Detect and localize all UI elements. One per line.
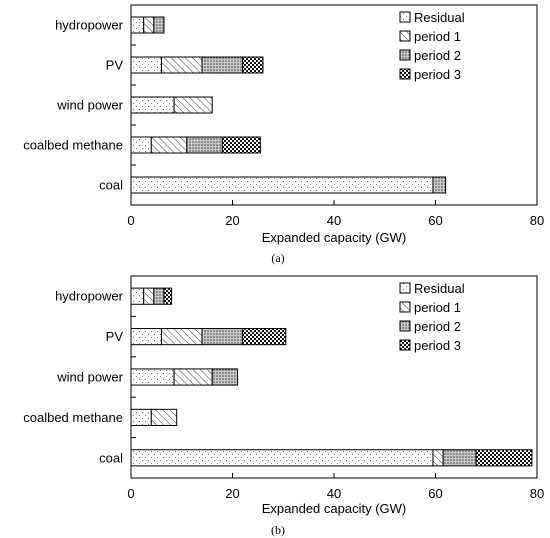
category-label: coalbed methane	[23, 138, 123, 153]
bar-segment-period-2	[201, 56, 244, 74]
x-axis-title: Expanded capacity (GW)	[262, 230, 407, 245]
bar-segment-residual	[130, 136, 152, 154]
category-label: hydropower	[55, 289, 124, 304]
panel-label: (a)	[271, 251, 284, 265]
x-tick-label: 40	[327, 213, 341, 228]
bar-segment-residual	[130, 328, 162, 346]
legend-label: period 3	[414, 67, 461, 82]
bar-segment-residual	[130, 16, 145, 34]
legend-swatch	[399, 30, 411, 42]
bar-segment-period-3	[475, 449, 533, 467]
bar-segment-residual	[130, 368, 175, 386]
bar-segment-period-1	[432, 449, 444, 467]
x-tick-label: 20	[225, 213, 239, 228]
bar-segment-period-1	[150, 136, 188, 154]
category-label: coalbed methane	[23, 410, 123, 425]
legend-label: period 1	[414, 29, 461, 44]
bar-segment-residual	[130, 176, 434, 194]
bar-segment-period-3	[163, 287, 173, 305]
category-label: coal	[99, 450, 123, 465]
legend-label: Residual	[414, 281, 465, 296]
legend-label: period 2	[414, 48, 461, 63]
bar-segment-period-2	[201, 328, 244, 346]
bar-segment-period-1	[173, 96, 213, 114]
bar-segment-period-2	[432, 176, 447, 194]
category-label: PV	[106, 58, 124, 73]
bar-segment-period-2	[153, 287, 165, 305]
bar-segment-period-2	[211, 368, 239, 386]
bar-segment-period-1	[160, 56, 203, 74]
legend-swatch	[399, 339, 411, 351]
x-tick-label: 0	[127, 486, 134, 501]
legend-swatch	[399, 282, 411, 294]
bar-segment-residual	[130, 408, 152, 426]
x-tick-label: 40	[327, 486, 341, 501]
x-axis-title: Expanded capacity (GW)	[262, 501, 407, 516]
bar-segment-period-3	[242, 328, 287, 346]
bar-segment-residual	[130, 287, 145, 305]
x-tick-label: 80	[530, 486, 544, 501]
bar-segment-residual	[130, 56, 162, 74]
x-tick-label: 80	[530, 213, 544, 228]
legend-swatch	[399, 11, 411, 23]
bar-segment-residual	[130, 96, 175, 114]
chart-panel-b: 0 20 40 60 80 hydropower PV wind power coalbed m…	[23, 275, 544, 537]
legend-label: period 1	[414, 300, 461, 315]
bar-segment-period-1	[160, 328, 203, 346]
panel-label: (b)	[271, 523, 285, 537]
bar-segment-period-3	[242, 56, 264, 74]
bar-segment-period-2	[442, 449, 477, 467]
bar-segment-period-1	[150, 408, 178, 426]
bar-segment-period-2	[153, 16, 165, 34]
legend-swatch	[399, 301, 411, 313]
chart-panel-a: 0 20 40 60 80 hydropower PV wind power coalbed m…	[23, 4, 544, 265]
x-tick-label: 60	[428, 213, 442, 228]
bar-segment-period-2	[186, 136, 223, 154]
category-label: coal	[99, 178, 123, 193]
bar-segment-period-1	[173, 368, 213, 386]
legend-label: period 2	[414, 319, 461, 334]
bar-segment-period-1	[143, 287, 155, 305]
x-tick-label: 20	[225, 486, 239, 501]
legend-swatch	[399, 320, 411, 332]
bar-segment-period-1	[143, 16, 155, 34]
legend-swatch	[399, 68, 411, 80]
legend-swatch	[399, 49, 411, 61]
x-tick-label: 60	[428, 486, 442, 501]
bar-segment-residual	[130, 449, 434, 467]
bar-segment-period-3	[221, 136, 261, 154]
category-label: PV	[106, 329, 124, 344]
legend-label: Residual	[414, 10, 465, 25]
category-label: hydropower	[55, 18, 124, 33]
x-tick-label: 0	[127, 213, 134, 228]
category-label: wind power	[56, 98, 123, 113]
category-label: wind power	[56, 370, 123, 385]
legend-label: period 3	[414, 338, 461, 353]
